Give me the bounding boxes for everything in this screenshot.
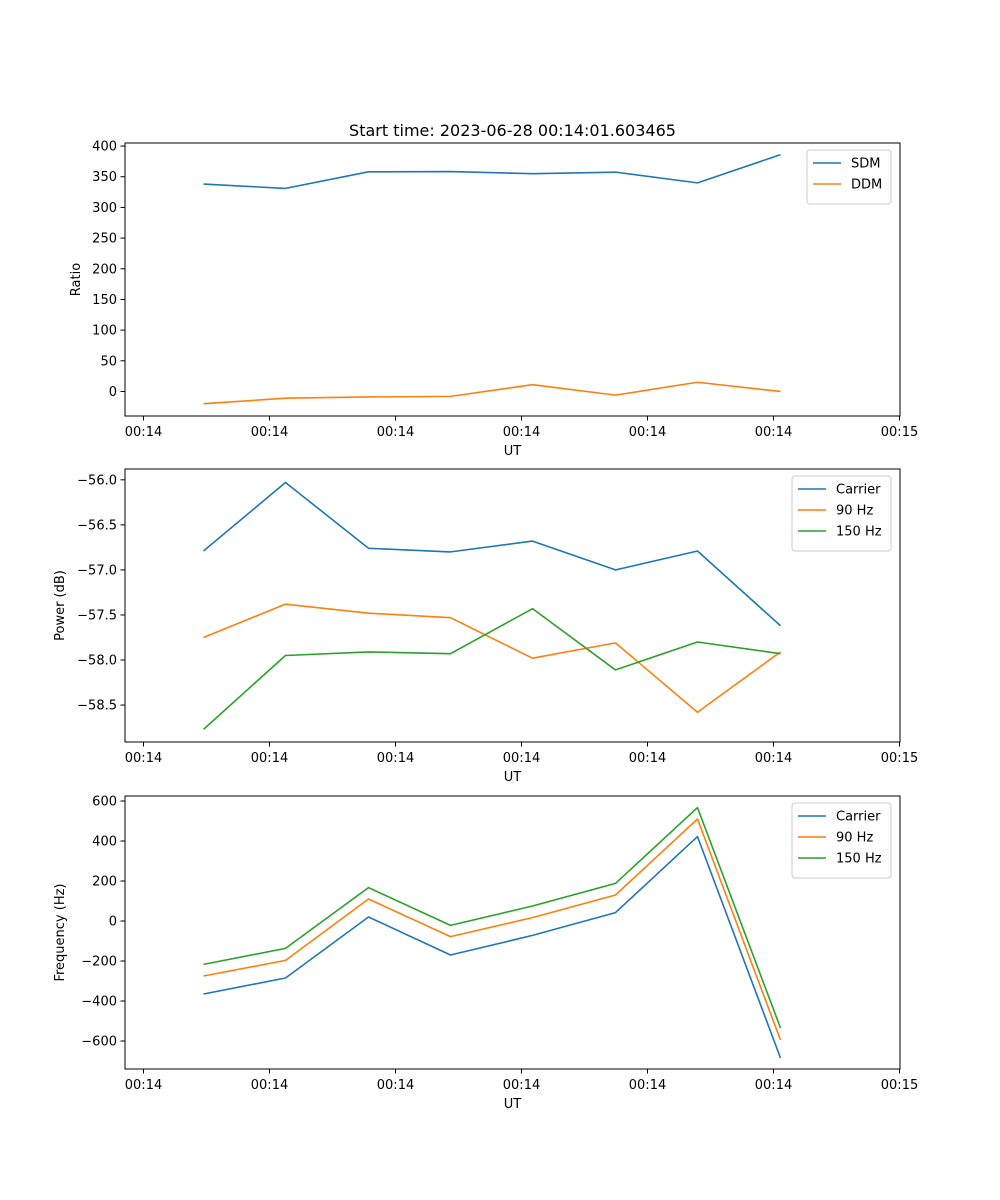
chart-panel-3: 00:14 00:14 00:14 00:14 00:14 00:14 00:15 −600 −…	[53, 795, 918, 1113]
legend-label: DDM	[851, 178, 882, 193]
x-tick-label: 00:14	[629, 1078, 666, 1093]
series-line-sdm	[203, 153, 781, 190]
x-tick-label: 00:14	[503, 751, 540, 766]
y-tick-label: −58.5	[77, 699, 117, 714]
legend: Carrier 90 Hz 150 Hz	[791, 802, 892, 879]
x-tick-label: 00:14	[629, 751, 666, 766]
x-tick-label: 00:15	[881, 425, 918, 440]
legend-box	[791, 802, 892, 879]
x-tick-label: 00:15	[881, 1078, 918, 1093]
y-tick-label: −600	[81, 1035, 117, 1050]
plot-frame	[124, 468, 901, 743]
legend-label: 150 Hz	[836, 525, 882, 540]
x-tick-label: 00:14	[755, 751, 792, 766]
x-tick-label: 00:14	[377, 1078, 414, 1093]
x-tick-label: 00:14	[503, 1078, 540, 1093]
x-axis-label: UT	[504, 444, 522, 459]
y-tick-label: 100	[92, 324, 117, 339]
y-tick-label: 350	[92, 170, 117, 185]
series-line-90-hz	[203, 818, 782, 1041]
legend-label: 90 Hz	[836, 831, 873, 846]
chart-panel-2: 00:14 00:14 00:14 00:14 00:14 00:14 00:15 −58.5…	[53, 468, 918, 785]
y-tick-label: −200	[81, 955, 117, 970]
y-tick-label: −58.0	[77, 654, 117, 669]
x-tick-label: 00:14	[125, 425, 162, 440]
chart-panel-1: 00:14 00:14 00:14 00:14 00:14 00:14 00:15 0 50 10…	[69, 140, 918, 459]
y-tick-label: 300	[92, 201, 117, 216]
legend-label: Carrier	[836, 483, 881, 498]
series-line-90-hz	[203, 603, 781, 714]
legend: SDM DDM	[806, 149, 892, 205]
x-tick-label: 00:14	[755, 1078, 792, 1093]
x-tick-label: 00:14	[125, 1078, 162, 1093]
figure-title: Start time: 2023-06-28 00:14:01.603465	[349, 121, 676, 140]
y-tick-label: 400	[92, 140, 117, 155]
x-tick-label: 00:14	[377, 425, 414, 440]
series-line-carrier	[203, 835, 782, 1059]
y-tick-label: 150	[92, 293, 117, 308]
plot-frame	[124, 795, 901, 1070]
y-tick-label: −400	[81, 995, 117, 1010]
plot-frame	[124, 142, 901, 417]
x-tick-label: 00:14	[377, 751, 414, 766]
legend-label: SDM	[851, 157, 880, 172]
y-tick-label: 600	[92, 795, 117, 810]
legend: Carrier 90 Hz 150 Hz	[791, 475, 892, 552]
series-line-150-hz	[202, 607, 781, 730]
y-tick-label: 250	[92, 232, 117, 247]
y-tick-label: 50	[100, 354, 117, 369]
y-tick-label: 0	[109, 385, 117, 400]
x-tick-label: 00:14	[503, 425, 540, 440]
x-tick-label: 00:14	[755, 425, 792, 440]
y-axis-label: Ratio	[69, 263, 84, 296]
y-axis-label: Power (dB)	[53, 570, 68, 641]
series-line-150-hz	[203, 806, 782, 1029]
series-line-ddm	[203, 381, 781, 405]
x-tick-label: 00:14	[251, 425, 288, 440]
y-tick-label: −57.0	[77, 563, 117, 578]
x-tick-label: 00:14	[629, 425, 666, 440]
y-tick-label: 200	[92, 875, 117, 890]
y-tick-label: 200	[92, 262, 117, 277]
x-tick-label: 00:14	[125, 751, 162, 766]
x-tick-label: 00:14	[251, 1078, 288, 1093]
legend-label: 150 Hz	[836, 852, 882, 867]
x-tick-label: 00:15	[881, 751, 918, 766]
y-tick-label: 400	[92, 835, 117, 850]
legend-label: 90 Hz	[836, 504, 873, 519]
x-axis-label: UT	[504, 770, 522, 785]
legend-box	[791, 475, 892, 552]
y-tick-label: 0	[109, 915, 117, 930]
y-tick-label: −57.5	[77, 608, 117, 623]
chart-panels: 00:14 00:14 00:14 00:14 00:14 00:14 00:15 0 50 10…	[53, 140, 918, 1112]
x-axis-label: UT	[504, 1097, 522, 1112]
series-line-carrier	[202, 481, 782, 627]
y-axis-label: Frequency (Hz)	[53, 883, 68, 981]
y-tick-label: −56.5	[77, 518, 117, 533]
legend-label: Carrier	[836, 810, 881, 825]
x-tick-label: 00:14	[251, 751, 288, 766]
y-tick-label: −56.0	[77, 473, 117, 488]
